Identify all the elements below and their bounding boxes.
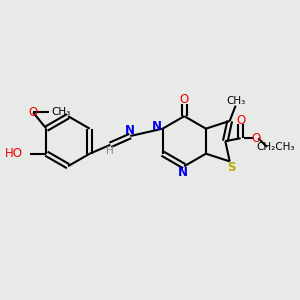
Text: N: N (178, 166, 188, 178)
Text: N: N (152, 120, 162, 133)
Text: O: O (180, 93, 189, 106)
Text: S: S (226, 161, 235, 174)
Text: CH₃: CH₃ (226, 96, 245, 106)
Text: CH₃: CH₃ (52, 107, 71, 118)
Text: N: N (125, 124, 135, 137)
Text: O: O (236, 114, 245, 127)
Text: O: O (28, 106, 38, 119)
Text: HO: HO (5, 147, 23, 160)
Text: CH₂CH₃: CH₂CH₃ (256, 142, 295, 152)
Text: H: H (106, 146, 114, 156)
Text: O: O (251, 132, 260, 145)
